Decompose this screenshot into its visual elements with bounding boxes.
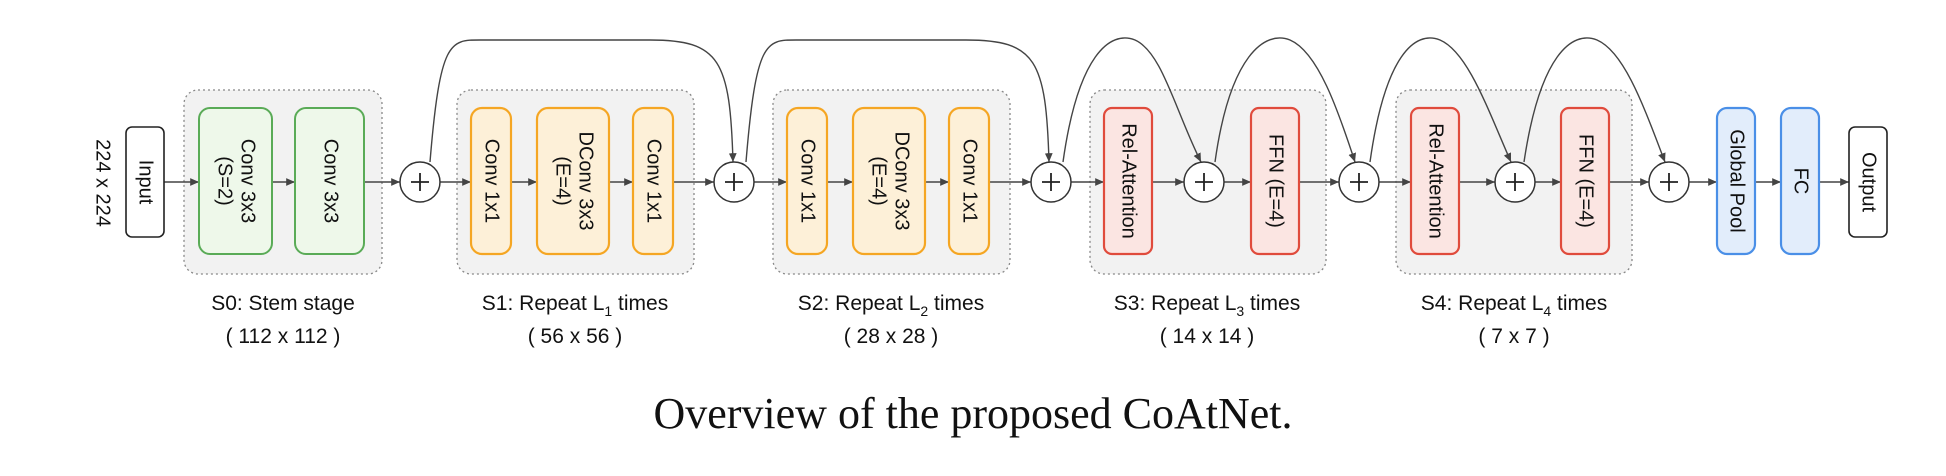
sum-node	[1338, 161, 1380, 203]
svg-text:Conv 3x3: Conv 3x3	[237, 139, 259, 224]
s4-rel-attention-block: Rel-Attention	[1409, 106, 1461, 256]
s4-ffn-block: FFN (E=4)	[1559, 106, 1611, 256]
s1-conv1x1-block: Conv 1x1	[631, 106, 675, 256]
sum-node	[1030, 161, 1072, 203]
stage-s1-size: ( 56 x 56 )	[528, 325, 623, 348]
stage-s0-name: S0: Stem stage	[211, 292, 355, 315]
coatnet-architecture-diagram: 224 x 224	[92, 37, 1888, 348]
svg-text:FC: FC	[1790, 168, 1812, 195]
svg-text:FFN (E=4): FFN (E=4)	[1575, 134, 1597, 228]
svg-text:Conv 1x1: Conv 1x1	[643, 139, 665, 224]
s3-rel-attention-block: Rel-Attention	[1102, 106, 1154, 256]
svg-text:DConv 3x3: DConv 3x3	[891, 132, 913, 231]
stage-s1-name: S1: Repeat L1 times	[482, 292, 668, 319]
sum-node	[1183, 161, 1225, 203]
s2-conv1x1-block: Conv 1x1	[785, 106, 829, 256]
svg-text:Conv 1x1: Conv 1x1	[959, 139, 981, 224]
stage-s4-size: ( 7 x 7 )	[1478, 325, 1549, 348]
skip-connections	[429, 37, 1666, 163]
stage-s0-size: ( 112 x 112 )	[226, 325, 341, 348]
stage-s3-size: ( 14 x 14 )	[1160, 325, 1255, 348]
svg-text:Conv 1x1: Conv 1x1	[797, 139, 819, 224]
svg-text:Conv 1x1: Conv 1x1	[481, 139, 503, 224]
svg-text:FFN (E=4): FFN (E=4)	[1265, 134, 1287, 228]
s3-ffn-block: FFN (E=4)	[1249, 106, 1301, 256]
input-block: Input	[125, 126, 165, 238]
svg-text:DConv 3x3: DConv 3x3	[575, 132, 597, 231]
output-block: Output	[1848, 126, 1888, 238]
sum-node	[713, 161, 755, 203]
sum-node	[1648, 161, 1690, 203]
svg-text:Rel-Attention: Rel-Attention	[1118, 123, 1140, 239]
stage-s2-size: ( 28 x 28 )	[844, 325, 939, 348]
svg-text:(E=4): (E=4)	[552, 156, 574, 205]
s2-conv1x1-block: Conv 1x1	[947, 106, 991, 256]
s1-dconv3x3-block: DConv 3x3 (E=4)	[535, 106, 611, 256]
svg-text:Input: Input	[135, 160, 157, 205]
s1-conv1x1-block: Conv 1x1	[469, 106, 513, 256]
stem-conv3x3-block: Conv 3x3	[294, 107, 365, 255]
svg-text:(S=2): (S=2)	[214, 156, 236, 205]
figure-caption: Overview of the proposed CoAtNet.	[653, 389, 1293, 438]
stage-s2-name: S2: Repeat L2 times	[798, 292, 984, 319]
svg-text:Output: Output	[1858, 152, 1880, 212]
stage-s4-name: S4: Repeat L4 times	[1421, 292, 1607, 319]
stem-conv3x3-s2-block: Conv 3x3 (S=2)	[198, 107, 273, 255]
fc-block: FC	[1779, 106, 1821, 256]
sum-node	[1494, 161, 1536, 203]
svg-text:Global Pool: Global Pool	[1726, 129, 1748, 232]
svg-text:Conv 3x3: Conv 3x3	[320, 139, 342, 224]
sum-node	[399, 161, 441, 203]
input-size-label: 224 x 224	[92, 139, 114, 227]
s2-dconv3x3-block: DConv 3x3 (E=4)	[851, 106, 927, 256]
stage-s3-name: S3: Repeat L3 times	[1114, 292, 1300, 319]
svg-text:Rel-Attention: Rel-Attention	[1425, 123, 1447, 239]
sum-nodes	[399, 161, 1690, 203]
global-pool-block: Global Pool	[1715, 106, 1757, 256]
svg-text:(E=4): (E=4)	[868, 156, 890, 205]
